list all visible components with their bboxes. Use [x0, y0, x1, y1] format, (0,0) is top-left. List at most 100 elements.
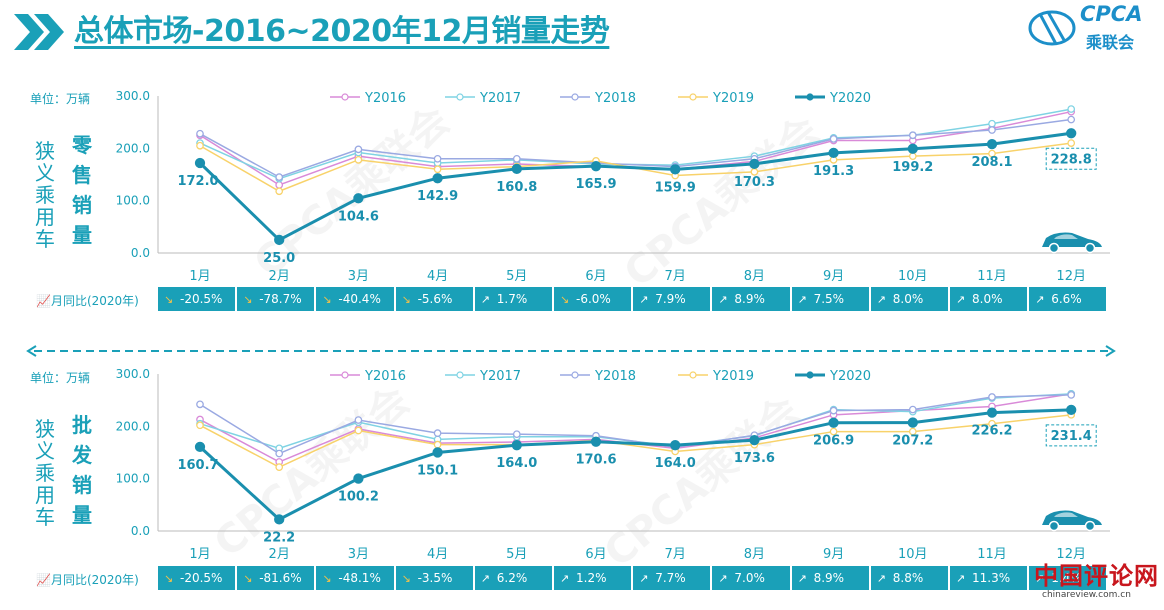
- trend-down-icon: ↘: [322, 572, 332, 585]
- x-tick-label: 12月: [1056, 269, 1086, 284]
- x-tick-label: 8月: [744, 547, 765, 562]
- yoy-value: -40.4%: [338, 292, 381, 306]
- cpca-logo: [1028, 10, 1076, 46]
- data-point: [511, 163, 522, 174]
- trend-up-icon: ↗: [480, 293, 491, 306]
- yoy-cell: ↗ 11.3%: [950, 566, 1028, 590]
- data-point: [907, 143, 918, 154]
- side-label: 狭义乘用车: [35, 139, 55, 251]
- trend-up-icon: ↗: [718, 572, 728, 585]
- data-label: 199.2: [892, 160, 933, 175]
- data-point: [196, 400, 204, 409]
- data-point: [433, 154, 442, 163]
- data-point: [829, 427, 838, 436]
- data-point: [1066, 128, 1077, 139]
- section-divider: [26, 345, 1116, 357]
- yoy-value: 7.5%: [813, 292, 845, 306]
- yoy-value: -48.1%: [338, 571, 381, 585]
- y-tick-label: 200.0: [116, 141, 150, 155]
- legend-marker: [571, 93, 579, 101]
- y-tick-label: 0.0: [131, 524, 150, 538]
- data-point: [275, 187, 284, 196]
- yoy-cell: ↗ 1.2%: [554, 566, 632, 590]
- trend-down-icon: ↘: [164, 572, 174, 585]
- data-point: [1066, 404, 1077, 416]
- highlight-box: [1045, 424, 1097, 447]
- x-tick-label: 10月: [898, 269, 928, 284]
- trend-up-icon: ↗: [876, 293, 887, 306]
- series-line: [199, 394, 1072, 455]
- legend-marker: [341, 371, 349, 379]
- data-label: 100.2: [338, 490, 379, 505]
- legend-label: Y2017: [479, 91, 521, 106]
- yoy-value: -6.0%: [576, 292, 611, 306]
- data-point: [353, 193, 364, 204]
- data-label: 25.0: [263, 251, 295, 266]
- data-label: 22.2: [263, 530, 295, 545]
- yoy-cell: ↘ -40.4%: [316, 287, 394, 311]
- yoy-cell: ↘ -3.5%: [395, 566, 473, 590]
- x-tick-label: 11月: [977, 547, 1007, 562]
- yoy-value: -81.6%: [259, 571, 302, 585]
- data-point: [354, 155, 363, 164]
- double-chevron-icon: [14, 14, 64, 50]
- data-point: [670, 164, 681, 175]
- data-point: [1067, 139, 1076, 147]
- trend-down-icon: ↘: [243, 293, 253, 306]
- data-point: [433, 440, 442, 449]
- trend-up-icon: ↗: [956, 293, 966, 306]
- legend-label: Y2019: [712, 91, 754, 106]
- yoy-value: 1.4%: [1051, 571, 1082, 585]
- data-point: [986, 138, 998, 150]
- yoy-value: 6.6%: [1051, 292, 1082, 306]
- yoy-cell: ↘ -78.7%: [237, 287, 315, 311]
- data-point: [196, 421, 204, 430]
- data-point: [590, 161, 602, 172]
- yoy-cell: ↗ 6.6%: [1029, 287, 1107, 311]
- data-point: [828, 417, 839, 428]
- trend-up-icon: ↗: [718, 293, 728, 306]
- data-point: [432, 447, 443, 458]
- x-tick-label: 12月: [1056, 547, 1086, 562]
- yoy-label: 📈月同比(2020年): [36, 573, 139, 587]
- yoy-value: 8.0%: [892, 292, 924, 306]
- yoy-value: 7.7%: [655, 571, 686, 585]
- legend-label: Y2016: [364, 91, 406, 106]
- trend-down-icon: ↘: [401, 572, 411, 585]
- series-line: [199, 414, 1072, 468]
- trend-up-icon: ↗: [797, 572, 807, 585]
- data-label: 208.1: [971, 155, 1012, 170]
- yoy-value: 1.7%: [496, 292, 528, 306]
- data-label: 142.9: [417, 189, 458, 204]
- footer-brand: 中国评论网: [1034, 562, 1159, 590]
- wholesale-sales-chart: 0.0 100.0 200.0 300.0 1月 2月 3月 4月 5月 6月 7月 8月 9月 10月 1…: [116, 367, 1110, 562]
- logo-text: CPCA: [1080, 2, 1143, 26]
- data-point: [433, 165, 442, 174]
- yoy-value: 7.9%: [655, 292, 686, 306]
- data-label: 160.7: [177, 458, 218, 473]
- legend-marker: [689, 93, 697, 101]
- y-tick-label: 300.0: [116, 367, 150, 381]
- data-point: [275, 449, 284, 458]
- data-label: 191.3: [813, 164, 854, 179]
- car-icon: [1042, 232, 1102, 254]
- x-tick-label: 3月: [348, 269, 369, 284]
- trend-up-icon: ↗: [639, 572, 649, 585]
- yoy-value: 8.8%: [892, 571, 924, 585]
- footer-url: chinareview.com.cn: [1042, 590, 1131, 600]
- data-point: [749, 158, 760, 170]
- x-tick-label: 7月: [665, 547, 686, 562]
- data-point: [988, 126, 996, 134]
- yoy-value: -20.5%: [180, 571, 223, 585]
- unit-label: 单位：万辆: [30, 92, 91, 106]
- trend-up-icon: ↗: [797, 293, 807, 306]
- x-tick-label: 8月: [744, 269, 765, 284]
- legend-marker: [456, 371, 464, 379]
- yoy-cell: ↗ 8.9%: [791, 566, 869, 590]
- yoy-value: 7.0%: [734, 571, 765, 585]
- legend-marker: [456, 93, 464, 101]
- yoy-cell: ↗ 6.2%: [474, 566, 552, 590]
- yoy-value: 8.9%: [734, 292, 765, 306]
- x-tick-label: 7月: [665, 269, 686, 284]
- yoy-cell: ↗ 7.9%: [633, 287, 711, 311]
